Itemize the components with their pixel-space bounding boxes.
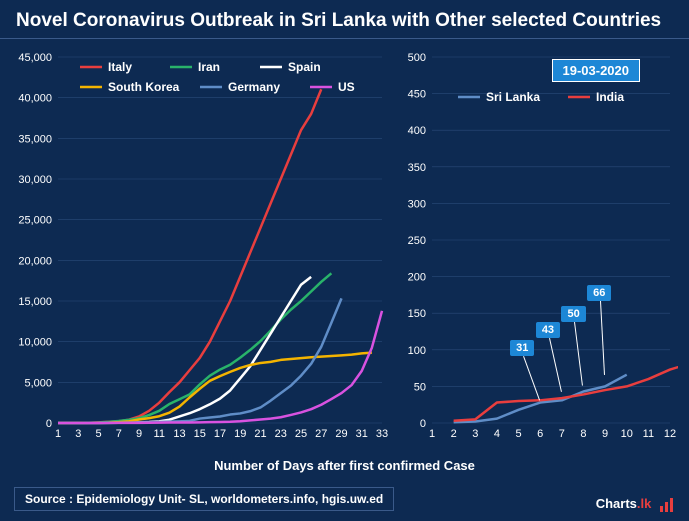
svg-text:Germany: Germany	[228, 80, 280, 94]
svg-text:3: 3	[472, 428, 478, 440]
svg-text:6: 6	[537, 428, 543, 440]
svg-text:25,000: 25,000	[18, 215, 52, 227]
chart-icon	[659, 497, 677, 513]
svg-text:350: 350	[408, 162, 426, 174]
svg-text:13: 13	[173, 428, 185, 440]
svg-text:33: 33	[376, 428, 388, 440]
svg-text:1: 1	[429, 428, 435, 440]
svg-text:40,000: 40,000	[18, 93, 52, 105]
svg-text:12: 12	[664, 428, 676, 440]
svg-text:5,000: 5,000	[24, 377, 52, 389]
svg-text:2: 2	[451, 428, 457, 440]
svg-text:5: 5	[95, 428, 101, 440]
svg-text:19: 19	[234, 428, 246, 440]
svg-text:10: 10	[621, 428, 633, 440]
svg-text:7: 7	[116, 428, 122, 440]
svg-text:30,000: 30,000	[18, 174, 52, 186]
svg-text:200: 200	[408, 272, 426, 284]
svg-text:150: 150	[408, 308, 426, 320]
svg-text:100: 100	[408, 345, 426, 357]
callout-43: 43	[536, 322, 560, 338]
svg-text:0: 0	[420, 418, 426, 430]
chart-area: 0 5,000 10,000 15,000 20,000 25,000 30,000 35,0…	[0, 39, 689, 459]
svg-text:5: 5	[515, 428, 521, 440]
svg-text:27: 27	[315, 428, 327, 440]
svg-text:300: 300	[408, 198, 426, 210]
svg-text:25: 25	[295, 428, 307, 440]
svg-text:Sri Lanka: Sri Lanka	[486, 90, 540, 104]
svg-text:India: India	[596, 90, 624, 104]
svg-text:15: 15	[194, 428, 206, 440]
svg-text:450: 450	[408, 89, 426, 101]
svg-text:35,000: 35,000	[18, 133, 52, 145]
svg-text:20,000: 20,000	[18, 255, 52, 267]
svg-text:9: 9	[602, 428, 608, 440]
callout-31: 31	[510, 340, 534, 356]
svg-text:45,000: 45,000	[18, 52, 52, 64]
svg-text:250: 250	[408, 235, 426, 247]
svg-text:15,000: 15,000	[18, 296, 52, 308]
svg-text:4: 4	[494, 428, 500, 440]
callout-66: 66	[587, 285, 611, 301]
svg-text:500: 500	[408, 52, 426, 64]
svg-text:South Korea: South Korea	[108, 80, 180, 94]
right-panel: 0501001502002503003504004505001234567891…	[398, 47, 678, 447]
svg-text:8: 8	[580, 428, 586, 440]
svg-text:11: 11	[643, 428, 654, 440]
svg-text:Iran: Iran	[198, 60, 220, 74]
svg-text:Spain: Spain	[288, 60, 321, 74]
svg-text:3: 3	[75, 428, 81, 440]
svg-text:US: US	[338, 80, 355, 94]
chart-title: Novel Coronavirus Outbreak in Sri Lanka …	[0, 0, 689, 39]
left-panel: 0 5,000 10,000 15,000 20,000 25,000 30,000 35,0…	[10, 47, 390, 447]
svg-text:21: 21	[254, 428, 266, 440]
left-chart-svg: 0 5,000 10,000 15,000 20,000 25,000 30,000 35,0…	[10, 47, 390, 447]
logo-text: Charts	[596, 496, 637, 511]
right-chart-svg: 0501001502002503003504004505001234567891…	[398, 47, 678, 447]
svg-text:400: 400	[408, 125, 426, 137]
source-citation: Source : Epidemiology Unit- SL, worldome…	[14, 487, 394, 511]
callout-50: 50	[561, 306, 585, 322]
svg-text:50: 50	[414, 381, 426, 393]
svg-text:29: 29	[335, 428, 347, 440]
svg-text:17: 17	[214, 428, 226, 440]
svg-text:23: 23	[275, 428, 287, 440]
logo: Charts.lk	[596, 496, 677, 513]
svg-text:9: 9	[136, 428, 142, 440]
svg-text:31: 31	[356, 428, 368, 440]
svg-text:11: 11	[154, 428, 165, 440]
x-axis-label: Number of Days after first confirmed Cas…	[0, 458, 689, 473]
logo-tld: .lk	[637, 496, 651, 511]
svg-text:10,000: 10,000	[18, 337, 52, 349]
svg-text:Italy: Italy	[108, 60, 132, 74]
date-badge: 19-03-2020	[552, 59, 641, 82]
svg-text:7: 7	[559, 428, 565, 440]
svg-text:1: 1	[55, 428, 61, 440]
svg-text:0: 0	[46, 418, 52, 430]
